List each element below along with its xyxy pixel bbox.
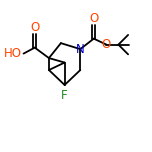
Text: O: O	[102, 38, 111, 51]
Text: O: O	[89, 12, 98, 25]
Text: HO: HO	[4, 47, 22, 60]
Text: N: N	[76, 43, 85, 56]
Text: O: O	[30, 21, 39, 34]
Text: F: F	[61, 89, 68, 102]
